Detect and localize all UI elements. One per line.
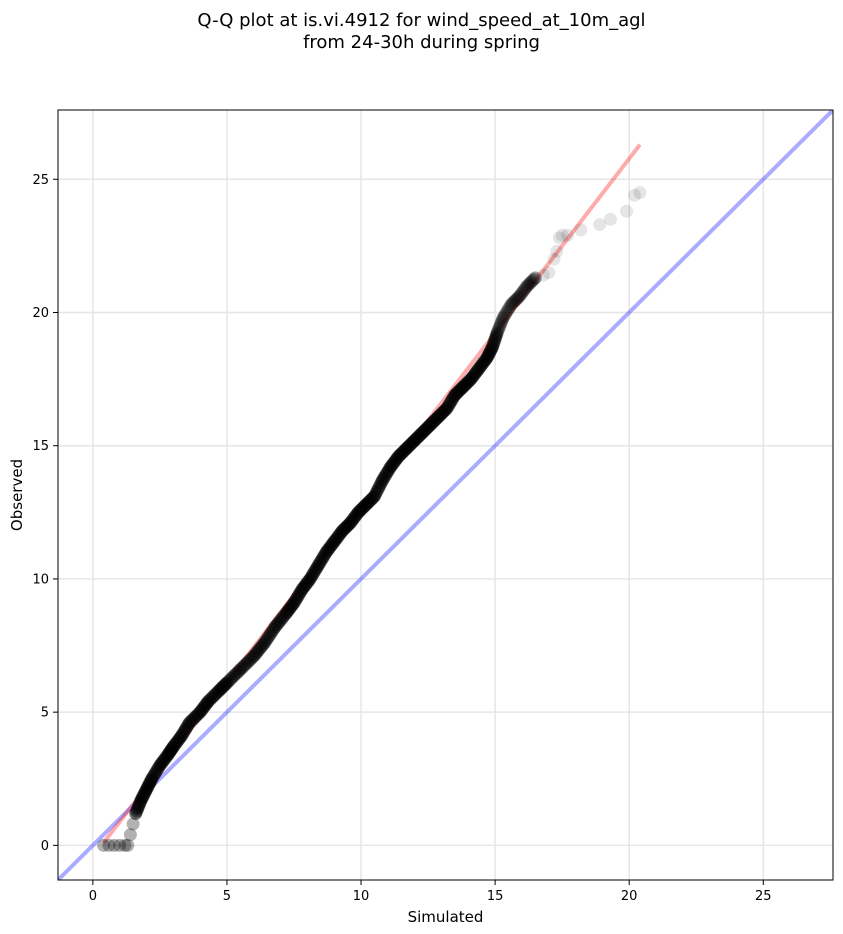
data-point bbox=[118, 838, 132, 852]
grid-lines bbox=[58, 110, 833, 880]
data-point bbox=[496, 311, 510, 325]
y-tick-label: 10 bbox=[32, 572, 49, 587]
data-point bbox=[107, 838, 121, 852]
data-point bbox=[633, 186, 647, 200]
data-point bbox=[97, 838, 111, 852]
data-point bbox=[121, 838, 135, 852]
data-point bbox=[113, 838, 127, 852]
data-point bbox=[492, 322, 506, 336]
data-point bbox=[126, 817, 140, 831]
data-point bbox=[516, 284, 530, 298]
data-point bbox=[508, 294, 522, 308]
data-point bbox=[511, 291, 525, 305]
y-tick-label: 5 bbox=[41, 706, 49, 721]
data-point bbox=[561, 228, 575, 242]
data-point bbox=[603, 212, 617, 226]
data-point bbox=[512, 290, 526, 304]
data-point bbox=[547, 252, 561, 266]
data-point bbox=[542, 266, 556, 280]
data-point bbox=[490, 327, 504, 341]
data-point bbox=[123, 828, 137, 842]
x-tick-label: 5 bbox=[223, 889, 231, 904]
data-point bbox=[523, 276, 537, 290]
data-point bbox=[493, 317, 507, 331]
x-tick-label: 20 bbox=[621, 889, 638, 904]
y-tick-label: 25 bbox=[32, 173, 49, 188]
data-point bbox=[574, 223, 588, 237]
data-point bbox=[552, 231, 566, 245]
data-point bbox=[500, 304, 514, 318]
data-point bbox=[628, 188, 642, 202]
x-tick-label: 25 bbox=[755, 889, 772, 904]
data-point bbox=[524, 275, 538, 289]
data-point bbox=[518, 282, 532, 296]
data-point bbox=[506, 296, 520, 310]
identity-line bbox=[58, 110, 833, 880]
y-tick-label: 15 bbox=[32, 439, 49, 454]
data-point bbox=[503, 300, 517, 314]
chart-title-line-1: Q-Q plot at is.vi.4912 for wind_speed_at… bbox=[197, 10, 646, 31]
y-axis-label: Observed bbox=[8, 459, 26, 531]
data-point bbox=[515, 286, 529, 300]
data-point bbox=[514, 288, 528, 302]
x-tick-label: 10 bbox=[353, 889, 370, 904]
data-point bbox=[620, 204, 634, 218]
y-tick-label: 20 bbox=[32, 306, 49, 321]
data-point bbox=[528, 271, 542, 285]
data-point bbox=[502, 302, 516, 316]
data-points bbox=[97, 186, 647, 852]
data-point bbox=[497, 309, 511, 323]
plot-frame bbox=[57, 109, 834, 881]
data-point bbox=[555, 228, 569, 242]
data-point bbox=[495, 313, 509, 327]
y-tick-label: 0 bbox=[41, 839, 49, 854]
data-point bbox=[499, 306, 513, 320]
data-point bbox=[493, 320, 507, 334]
chart-title-line-2: from 24-30h during spring bbox=[303, 32, 540, 53]
x-tick-label: 0 bbox=[89, 889, 97, 904]
data-point bbox=[510, 292, 524, 306]
x-tick-label: 15 bbox=[487, 889, 504, 904]
data-point bbox=[507, 295, 521, 309]
data-point bbox=[520, 279, 534, 293]
data-point bbox=[519, 281, 533, 295]
x-axis-label: Simulated bbox=[408, 908, 484, 926]
reference-lines bbox=[58, 110, 833, 880]
data-point bbox=[504, 297, 518, 311]
data-point bbox=[526, 274, 540, 288]
data-point bbox=[550, 244, 564, 258]
axis-ticks: 0 5 10 15 20 25 0 5 10 15 20 25 bbox=[32, 173, 771, 904]
data-point bbox=[494, 315, 508, 329]
data-point bbox=[536, 268, 550, 282]
data-point bbox=[102, 838, 116, 852]
data-point bbox=[527, 272, 541, 286]
data-point bbox=[522, 278, 536, 292]
data-point bbox=[593, 218, 607, 232]
